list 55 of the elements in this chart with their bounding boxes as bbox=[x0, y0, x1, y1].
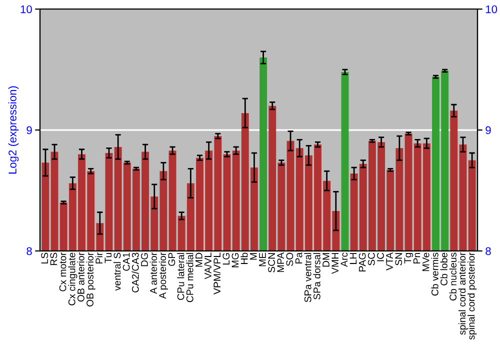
y2-tick-label: 10 bbox=[486, 5, 498, 14]
x-tick-label: A posterior bbox=[158, 252, 168, 299]
x-tick-label: SC bbox=[368, 252, 375, 266]
x-tick-label: IC bbox=[377, 252, 384, 262]
x-tick-label: Pa bbox=[295, 252, 302, 264]
x-tick-label: VPM/VPL bbox=[213, 252, 221, 294]
x-tick-label: Pn bbox=[413, 252, 420, 264]
x-tick-label: SPa ventral bbox=[304, 252, 312, 302]
x-tick-label: ME bbox=[259, 252, 266, 266]
y-tick-label: 9 bbox=[26, 126, 32, 134]
x-tick-label: VTA bbox=[386, 252, 393, 270]
x-tick-label: CA2/CA3 bbox=[132, 252, 139, 292]
x-tick-label: CPu lateral bbox=[177, 252, 184, 300]
x-tick-label: MVe bbox=[422, 252, 430, 271]
x-tick-label: GP bbox=[168, 252, 176, 266]
y2-tick-label: 8 bbox=[486, 247, 491, 256]
x-tick-label: A anterior bbox=[150, 252, 157, 294]
x-tick-label: OB posterior bbox=[86, 252, 96, 306]
y-tick-label: 8 bbox=[26, 247, 32, 256]
x-tick-label: Pir bbox=[95, 252, 102, 264]
x-tick-label: CPu medial bbox=[186, 252, 194, 302]
x-tick-label: CA1 bbox=[122, 252, 130, 271]
y-tick-label: 10 bbox=[20, 5, 32, 14]
x-tick-label: Hb bbox=[240, 252, 248, 264]
x-tick-label: SO bbox=[286, 252, 294, 266]
x-tick-label: Tg bbox=[404, 252, 414, 264]
x-tick-label: OB anterior bbox=[77, 252, 84, 302]
x-tick-label: Cb vermis bbox=[431, 252, 438, 296]
x-tick-label: DG bbox=[141, 253, 148, 266]
x-tick-label: spinal cord anterior bbox=[458, 252, 468, 335]
y-axis-title: Log2 (expression) bbox=[8, 86, 19, 174]
x-tick-label: MD bbox=[196, 252, 202, 267]
x-tick-label: SCN bbox=[268, 253, 275, 272]
x-tick-label: ventral S bbox=[114, 252, 121, 291]
x-tick-label: PAG bbox=[358, 253, 366, 272]
x-tick-label: Arc bbox=[340, 252, 348, 267]
x-tick-label: M bbox=[250, 253, 257, 260]
x-tick-label: Cb nucleus bbox=[449, 252, 457, 300]
x-tick-label: spinal cord posterior bbox=[468, 252, 477, 340]
x-tick-label: LG bbox=[222, 253, 230, 265]
x-tick-label: Cx motor bbox=[59, 252, 66, 292]
x-tick-label: MG bbox=[232, 253, 239, 268]
x-tick-label: VA/VL bbox=[204, 252, 212, 280]
x-tick-label: SPa dorsal bbox=[313, 252, 320, 300]
x-tick-label: MPA bbox=[277, 252, 284, 272]
x-tick-label: Cb lobe bbox=[440, 252, 448, 286]
x-tick-label: VMH bbox=[332, 253, 338, 274]
x-tick-label: LH bbox=[350, 253, 357, 264]
x-tick-label: Cx cingulate bbox=[68, 252, 78, 306]
y2-tick-label: 9 bbox=[486, 126, 491, 134]
x-tick-label: Tu bbox=[104, 252, 112, 264]
x-tick-label: SN bbox=[395, 253, 402, 266]
x-tick-label: DM bbox=[322, 253, 330, 267]
x-tick-label: LS bbox=[41, 252, 48, 264]
x-tick-label: RS bbox=[50, 252, 58, 266]
